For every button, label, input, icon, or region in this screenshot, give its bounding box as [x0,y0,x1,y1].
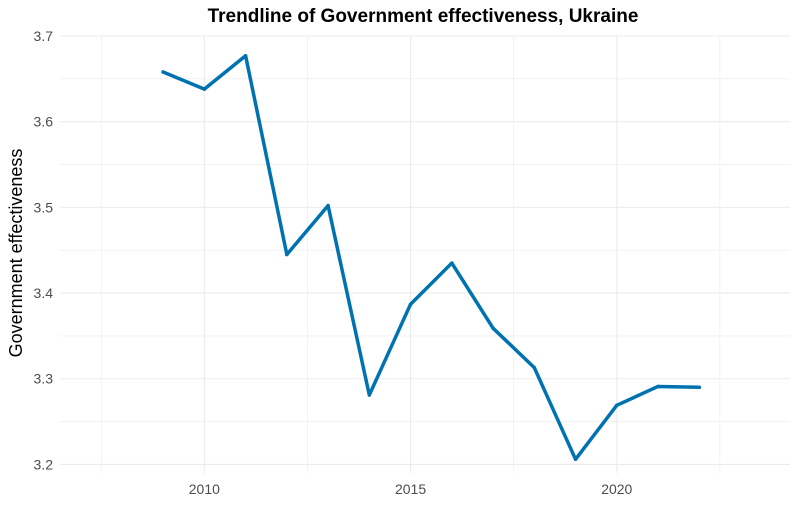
x-tick-label: 2020 [601,481,632,497]
data-point [450,261,454,265]
data-point [367,393,372,397]
data-point [408,302,413,306]
data-point [243,53,248,58]
y-tick-label: 3.6 [34,114,54,130]
grid [60,35,790,473]
y-tick-label: 3.4 [34,285,54,301]
y-tick-label: 3.3 [34,371,54,387]
data-point [202,87,207,91]
data-point [532,365,537,370]
x-tick-label: 2015 [395,481,426,497]
chart-title: Trendline of Government effectiveness, U… [207,6,639,27]
y-axis-ticks: 3.2 3.3 3.4 3.5 3.6 3.7 [34,28,54,472]
y-tick-label: 3.5 [34,199,54,215]
data-point [161,70,165,74]
data-point [285,252,289,257]
x-axis-ticks: 2010 2015 2020 [189,481,633,497]
data-point [697,385,702,390]
y-tick-label: 3.2 [34,456,54,472]
data-point [573,457,578,462]
series-layer [161,53,702,462]
x-tick-label: 2010 [189,481,220,497]
series-line [161,53,702,462]
data-point [326,203,330,208]
data-point [615,403,619,408]
y-tick-label: 3.7 [34,28,54,44]
y-axis-title: Government effectiveness [6,149,26,358]
data-point [491,326,495,330]
data-point [656,384,660,389]
